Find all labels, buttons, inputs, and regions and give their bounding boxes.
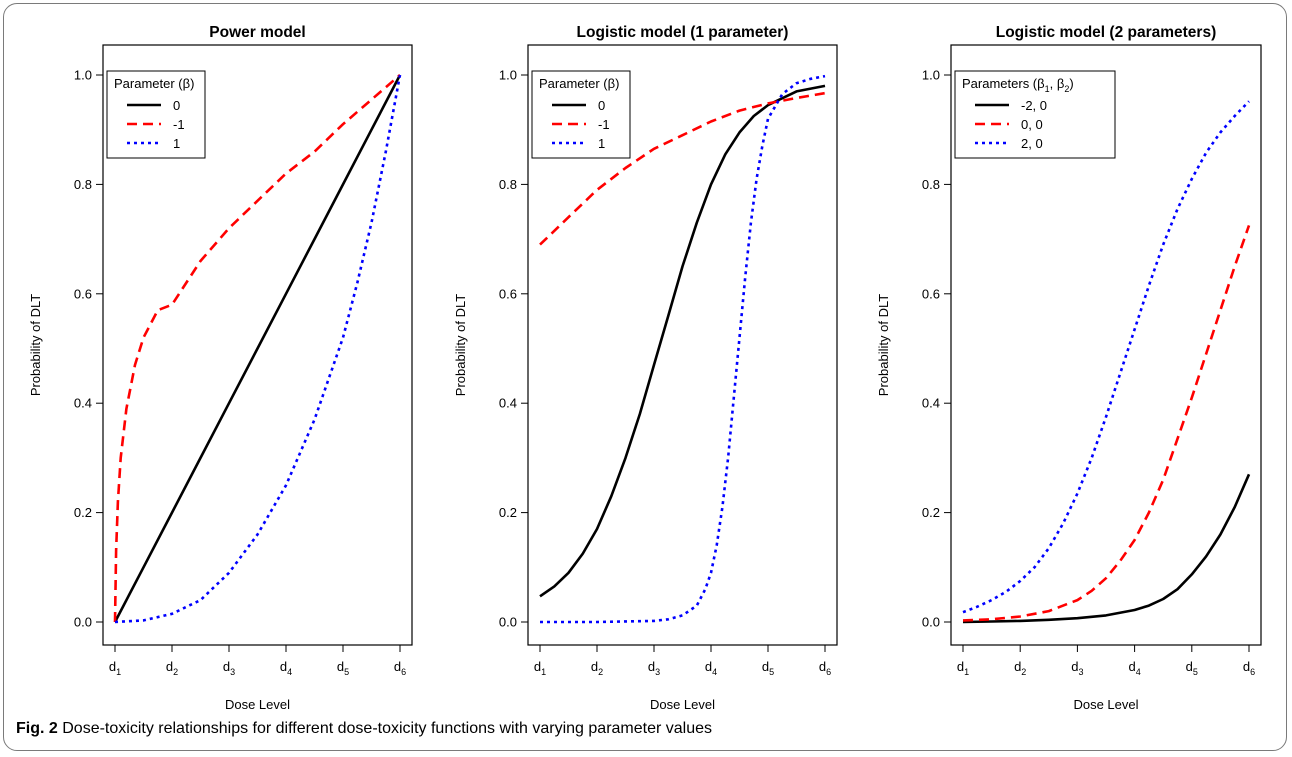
y-tick-label: 0.8 [922,177,940,192]
y-tick-label: 0.2 [499,505,517,520]
y-axis-label: Probability of DLT [876,294,891,396]
plot-area-3 [950,44,1262,646]
x-axis-label: Dose Level [1073,697,1138,712]
y-tick-label: 0.6 [74,286,92,301]
x-tick-label: d6 [819,659,831,677]
legend-entry: -1 [598,117,610,132]
legend: Parameter (β) 0 -1 1 [531,70,631,159]
legend-entry: 0 [598,98,605,113]
series-line [540,74,826,624]
chart-title: Power model [209,24,305,41]
series-line [962,100,1250,614]
y-tick-label: 0.2 [74,505,92,520]
chart-title: Logistic model (2 parameters) [996,24,1217,41]
legend-entry: -1 [173,117,185,132]
y-tick-label: 0.0 [74,615,92,630]
y-tick-label: 0.0 [499,615,517,630]
figure-frame [3,3,1287,751]
series-line [962,473,1251,624]
x-tick-label: d2 [1014,659,1026,677]
y-tick-label: 0.4 [499,396,517,411]
y-tick-label: 0.8 [74,177,92,192]
figure-caption: Fig. 2 Dose-toxicity relationships for d… [16,720,712,738]
x-tick-label: d3 [648,659,660,677]
legend-entry: -2, 0 [1021,98,1047,113]
x-tick-label: d6 [1243,659,1255,677]
y-tick-label: 0.4 [922,396,940,411]
y-tick-label: 0.0 [922,615,940,630]
x-tick-label: d1 [957,659,969,677]
legend-title: Parameters (β1, β2) [962,76,1074,94]
x-tick-label: d4 [1128,659,1140,677]
legend: Parameters (β1, β2) -2, 0 0, 0 2, 0 [954,70,1116,159]
x-tick-label: d6 [394,659,406,677]
caption-text: Dose-toxicity relationships for differen… [62,720,713,737]
x-tick-label: d5 [337,659,349,677]
series-line [539,91,826,246]
legend-entry: 1 [173,136,180,151]
plot-area-1 [102,44,413,646]
y-tick-label: 0.4 [74,396,92,411]
y-tick-label: 1.0 [922,68,940,83]
y-tick-label: 0.8 [499,177,517,192]
series-line [113,74,401,623]
legend-box [954,70,1116,159]
legend-entry: 2, 0 [1021,136,1043,151]
legend-title: Parameter (β) [114,76,194,91]
x-axis-label: Dose Level [650,697,715,712]
series-line [113,74,402,623]
x-tick-label: d3 [223,659,235,677]
y-tick-label: 0.6 [922,286,940,301]
y-axis-label: Probability of DLT [28,294,43,396]
x-tick-label: d2 [166,659,178,677]
caption-label: Fig. 2 [16,720,58,737]
x-axis-label: Dose Level [225,697,290,712]
x-tick-label: d1 [534,659,546,677]
y-tick-label: 1.0 [499,68,517,83]
legend-title: Parameter (β) [539,76,619,91]
series-line [114,74,402,624]
x-tick-label: d3 [1071,659,1083,677]
legend-entry: 0, 0 [1021,117,1043,132]
x-tick-label: d5 [762,659,774,677]
legend-entry: 1 [598,136,605,151]
legend-entry: 0 [173,98,180,113]
chart-title: Logistic model (1 parameter) [577,24,789,41]
series-line [539,84,826,598]
x-tick-label: d2 [591,659,603,677]
y-tick-label: 1.0 [74,68,92,83]
x-tick-label: d4 [705,659,717,677]
x-tick-label: d5 [1186,659,1198,677]
plot-area-2 [527,44,838,646]
series-line [962,224,1251,622]
x-tick-label: d1 [109,659,121,677]
y-tick-label: 0.2 [922,505,940,520]
x-tick-label: d4 [280,659,292,677]
legend: Parameter (β) 0 -1 1 [106,70,206,159]
y-tick-label: 0.6 [499,286,517,301]
y-axis-label: Probability of DLT [453,294,468,396]
